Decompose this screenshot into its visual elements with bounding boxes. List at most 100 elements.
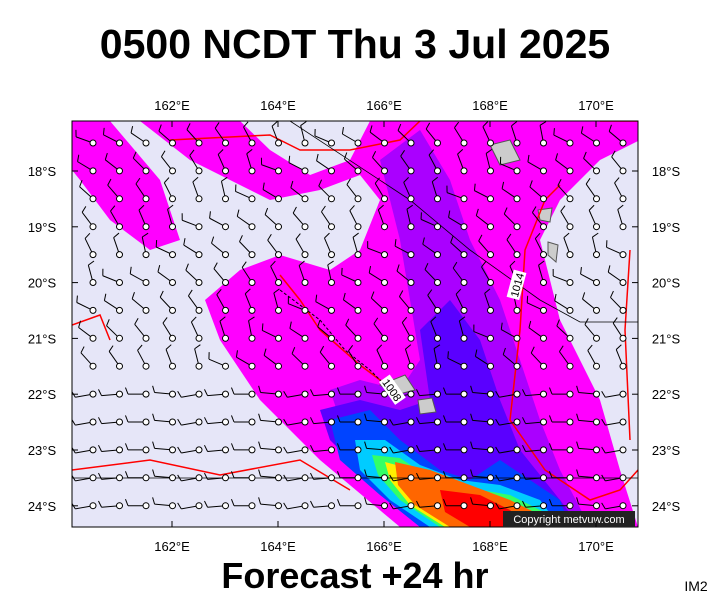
barb-station (381, 334, 388, 342)
barb-feather (214, 122, 220, 129)
barb-station (301, 474, 309, 482)
barb-feather (478, 234, 483, 242)
barb-station (460, 251, 468, 259)
barb-station (328, 502, 335, 510)
barb-feather (336, 415, 341, 423)
barb-feather (204, 472, 209, 480)
barb-station (222, 334, 229, 342)
barb-feather (405, 344, 412, 350)
barb-feather (191, 316, 197, 323)
barb-station (354, 362, 362, 370)
barb-station (407, 223, 415, 231)
barb-feather (132, 151, 137, 159)
barb-station (89, 502, 97, 510)
barb-station (407, 418, 415, 426)
barb-feather (342, 292, 346, 300)
barb-station (301, 390, 309, 398)
barb-station (407, 195, 415, 203)
lon-label-top: 168°E (472, 98, 508, 113)
barb-feather (475, 208, 479, 216)
barb-station (328, 474, 335, 482)
barb-feather (204, 444, 209, 452)
barb-station (195, 362, 203, 370)
barb-station (540, 139, 547, 147)
barb-station (116, 502, 123, 510)
barb-feather (264, 207, 269, 215)
barb-feather (141, 232, 149, 238)
barb-station (540, 502, 547, 510)
barb-station (89, 306, 97, 314)
barb-station (487, 418, 494, 426)
barb-station (487, 139, 494, 147)
barb-feather (129, 266, 132, 274)
barb-station (142, 223, 150, 231)
barb-station (619, 223, 627, 231)
barb-station (222, 139, 229, 147)
barb-feather (316, 153, 319, 161)
barb-feather (98, 417, 103, 424)
lon-label-top: 162°E (154, 98, 190, 113)
barb-station (354, 223, 362, 231)
barb-station (513, 446, 521, 454)
barb-feather (522, 389, 527, 396)
barb-station (222, 362, 229, 370)
barb-feather (538, 260, 545, 266)
barb-feather (576, 413, 580, 421)
barb-station (619, 251, 627, 259)
barb-station (116, 334, 123, 342)
barb-feather (554, 293, 557, 301)
barb-feather (501, 181, 505, 189)
barb-station (540, 251, 547, 259)
barb-station (513, 334, 521, 342)
barb-station (328, 446, 335, 454)
barb-feather (548, 498, 553, 506)
barb-feather (124, 471, 129, 478)
barb-station (566, 139, 574, 147)
barb-feather (283, 418, 288, 426)
barb-station (169, 502, 176, 510)
barb-station (434, 195, 441, 203)
barb-feather (373, 317, 379, 325)
barb-feather (548, 415, 553, 423)
barb-station (407, 334, 415, 342)
barb-feather (336, 471, 341, 478)
barb-feather (470, 497, 474, 505)
isobar-label-bg (506, 269, 527, 301)
barb-station (169, 251, 176, 259)
barb-feather (495, 390, 500, 398)
barb-station (487, 334, 494, 342)
barb-station (381, 474, 388, 482)
barb-station (407, 390, 415, 398)
barb-feather (522, 444, 527, 452)
barb-feather (459, 316, 466, 322)
barb-feather (448, 210, 451, 218)
barb-station (89, 223, 97, 231)
barb-station (434, 390, 441, 398)
barb-feather (349, 205, 355, 211)
barb-station (381, 167, 388, 175)
barb-station (381, 362, 388, 370)
barb-feather (442, 498, 447, 506)
barb-feather (528, 320, 532, 328)
barb-feather (258, 413, 262, 421)
barb-feather (416, 389, 421, 396)
barb-feather (374, 177, 380, 184)
barb-feather (592, 232, 599, 238)
barb-feather (288, 155, 291, 163)
barb-station (89, 362, 97, 370)
barb-station (487, 279, 494, 286)
lat-label-right: 20°S (652, 276, 681, 291)
barb-station (593, 306, 600, 314)
barb-station (275, 390, 282, 398)
barb-station (275, 251, 282, 259)
barb-feather (401, 316, 408, 323)
barb-feather (283, 474, 288, 482)
barb-station (566, 279, 574, 286)
barb-feather (343, 152, 348, 160)
barb-feather (219, 316, 226, 322)
barb-feather (192, 176, 199, 183)
barb-station (593, 195, 600, 203)
barb-feather (135, 177, 141, 185)
barb-feather (389, 474, 394, 482)
barb-station (513, 139, 521, 147)
